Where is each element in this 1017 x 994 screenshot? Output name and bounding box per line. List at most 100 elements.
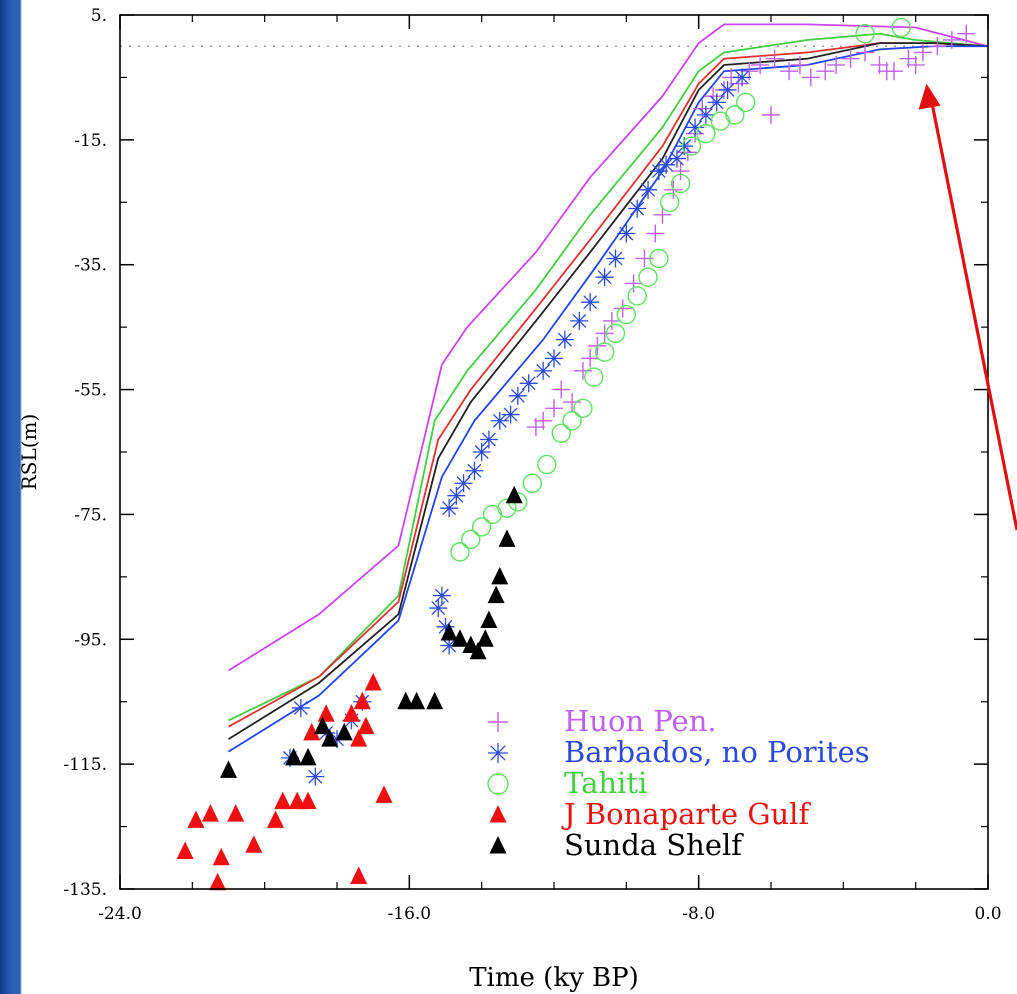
point-s3-21 [681,136,702,156]
y-tick-label: -75. [74,505,107,525]
point-s3-7 [522,473,542,493]
point-s1-27 [765,49,784,68]
point-s5-18 [498,529,516,547]
point-s3-10 [562,411,582,431]
point-s1-2 [534,411,553,430]
point-s5-5 [321,729,339,747]
point-s1-33 [841,49,860,68]
point-s1-26 [751,55,770,74]
point-s2-34 [667,149,686,168]
point-s2-26 [581,293,600,312]
x-tick-label: -8.0 [682,904,715,924]
point-s5-11 [451,629,469,647]
point-s3-3 [471,517,492,537]
point-s2-38 [707,93,726,112]
point-s3-23 [710,111,731,131]
point-s3-13 [594,342,615,362]
point-s1-15 [653,205,672,224]
point-s2-16 [472,443,491,461]
x-tick-label: -24.0 [98,904,142,924]
y-tick-label: -55. [74,381,107,401]
axis-ticks: -24.0 -16.0 -8.0 0.0 5. -15. -35. -55. -75. -95. -… [63,6,1001,924]
point-s3-5 [497,498,517,518]
point-s1-4 [552,380,571,399]
point-s2-24 [555,330,574,349]
point-s2-13 [447,486,466,505]
point-s2-12 [440,499,459,518]
point-s1-29 [790,55,809,74]
point-s3-15 [616,304,637,325]
legend-label: Huon Pen. [564,704,717,738]
point-s1-31 [816,62,835,81]
legend-marker-1 [488,712,508,732]
point-s2-37 [696,105,715,124]
point-s2-18 [490,411,509,430]
x-tick-label: -16.0 [388,904,432,924]
point-s3-24 [725,105,745,125]
point-s2-11 [432,586,451,605]
point-s1-32 [827,55,846,74]
model-curve-1 [228,23,989,672]
point-s2-17 [479,430,498,449]
point-s1-44 [762,105,780,124]
point-s2-19 [501,405,520,424]
legend-marker-3 [487,773,509,795]
model-curves [120,23,989,753]
point-s1-41 [957,24,976,43]
model-curve-4 [228,42,989,740]
point-s5-15 [480,610,498,629]
point-s4-9 [299,791,317,810]
point-s2-31 [639,180,658,199]
point-s2-20 [508,386,527,405]
legend-label: Sunda Shelf [564,828,744,862]
point-s2-21 [519,374,538,393]
point-s3-1 [450,542,470,562]
point-s2-6 [291,698,310,717]
point-s3-18 [649,248,669,269]
point-s5-19 [505,485,523,504]
point-s5-17 [491,566,509,585]
point-s1-17 [671,162,690,181]
point-s1-43 [877,62,896,81]
point-s4-8 [288,791,306,810]
point-s5-7 [397,691,415,710]
x-tick-label: 0.0 [974,904,1001,924]
point-s2-28 [606,249,625,268]
point-s3-26 [855,24,875,44]
point-s1-12 [624,274,643,293]
x-axis-label: Time (ky BP) [469,963,639,993]
point-s2-30 [628,199,647,218]
point-s4-6 [267,810,285,828]
point-s2-40 [733,68,752,87]
point-s1-6 [573,361,592,380]
legend-marker-4 [489,805,507,823]
point-s4-14 [353,691,371,710]
point-s1-9 [595,324,614,343]
point-s2-22 [534,361,553,380]
legend-label: Barbados, no Porites [564,735,870,769]
point-s3-17 [638,267,658,287]
point-s4-13 [350,729,368,747]
point-s1-28 [780,62,799,81]
point-s4-10 [303,722,321,741]
point-s4-5 [245,835,263,853]
point-s3-9 [551,423,571,443]
point-s1-11 [613,299,632,318]
point-s5-1 [220,760,237,778]
point-s4-18 [212,847,230,866]
point-s4-12 [342,704,360,722]
annotation-arrow-head [918,83,941,110]
point-s3-12 [584,367,604,387]
point-s4-19 [209,872,227,891]
point-s3-22 [696,123,716,144]
y-tick-label: -15. [74,131,107,151]
point-s1-40 [942,30,961,49]
point-s1-42 [906,55,925,74]
point-s3-20 [670,173,691,194]
point-s4-7 [274,791,292,810]
point-s1-14 [646,224,665,243]
legend-label: J Bonaparte Gulf [561,797,811,831]
point-s4-4 [227,804,245,822]
point-s2-15 [465,461,484,480]
